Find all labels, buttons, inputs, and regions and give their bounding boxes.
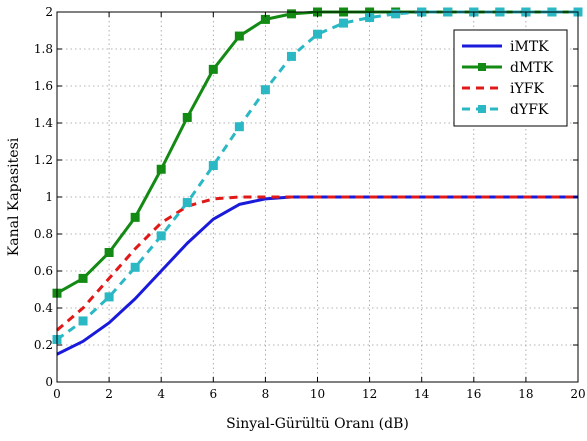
legend-item-iYFK: iYFK (462, 81, 544, 97)
legend-marker (478, 63, 486, 71)
legend: iMTK dMTK iYFK dYFK (453, 29, 568, 127)
y-axis-title: Kanal Kapasitesi (6, 137, 22, 256)
y-tick-label: 0.2 (34, 338, 53, 352)
x-axis-title: Sinyal-Gürültü Oranı (dB) (226, 416, 409, 432)
y-tick-label: 1.6 (34, 79, 53, 93)
y-tick-label: 0.8 (34, 227, 53, 241)
data-point (182, 198, 192, 208)
data-point (78, 273, 88, 283)
legend-label: iYFK (510, 81, 544, 97)
legend-label: dMTK (510, 60, 554, 76)
data-point (313, 29, 322, 39)
data-point (234, 31, 244, 41)
data-point (208, 64, 218, 74)
data-point (391, 9, 401, 19)
x-tick-label: 10 (310, 387, 325, 401)
x-tick-label: 12 (362, 387, 377, 401)
x-tick-label: 14 (414, 387, 430, 401)
x-tick-label: 0 (53, 387, 61, 401)
series-iYFK (56, 195, 578, 332)
y-tick-label: 0.4 (34, 301, 53, 315)
data-point (78, 316, 88, 326)
y-tick-label: 1.4 (34, 116, 53, 130)
y-tick-label: 1 (45, 190, 53, 204)
y-tick-label: 2 (45, 5, 53, 19)
data-point (234, 122, 244, 132)
x-tick-label: 2 (105, 387, 113, 401)
y-tick-label: 0.6 (34, 264, 53, 278)
x-tick-label: 4 (157, 387, 165, 401)
axis-ticks: 0 2 4 6 8 10 12 14 16 18 20 0 0.2 0.4 0.6 0.8 1 1.2 1.4 1.6… (34, 5, 586, 401)
legend-label: iMTK (510, 39, 549, 55)
x-tick-label: 6 (209, 387, 217, 401)
data-point (130, 212, 140, 222)
data-point (104, 292, 114, 302)
y-tick-label: 1.2 (34, 153, 53, 167)
legend-item-dYFK: dYFK (462, 102, 549, 118)
data-point (104, 248, 114, 257)
data-point (208, 161, 218, 171)
x-tick-label: 16 (466, 387, 481, 401)
y-tick-label: 0 (45, 375, 53, 389)
x-tick-label: 18 (518, 387, 533, 401)
data-point (130, 262, 140, 272)
legend-label: dYFK (510, 102, 549, 118)
data-point (156, 231, 166, 241)
data-point (286, 9, 296, 19)
data-point (156, 164, 166, 174)
data-point (339, 18, 349, 28)
series-line-iYFK (56, 195, 578, 332)
legend-marker (478, 105, 486, 113)
y-tick-label: 1.8 (34, 42, 53, 56)
legend-item-iMTK: iMTK (462, 39, 549, 55)
data-point (286, 51, 296, 61)
x-tick-label: 8 (262, 387, 270, 401)
data-point (260, 85, 270, 95)
legend-item-dMTK: dMTK (462, 60, 554, 76)
x-tick-label: 20 (570, 387, 585, 401)
data-point (182, 112, 192, 122)
